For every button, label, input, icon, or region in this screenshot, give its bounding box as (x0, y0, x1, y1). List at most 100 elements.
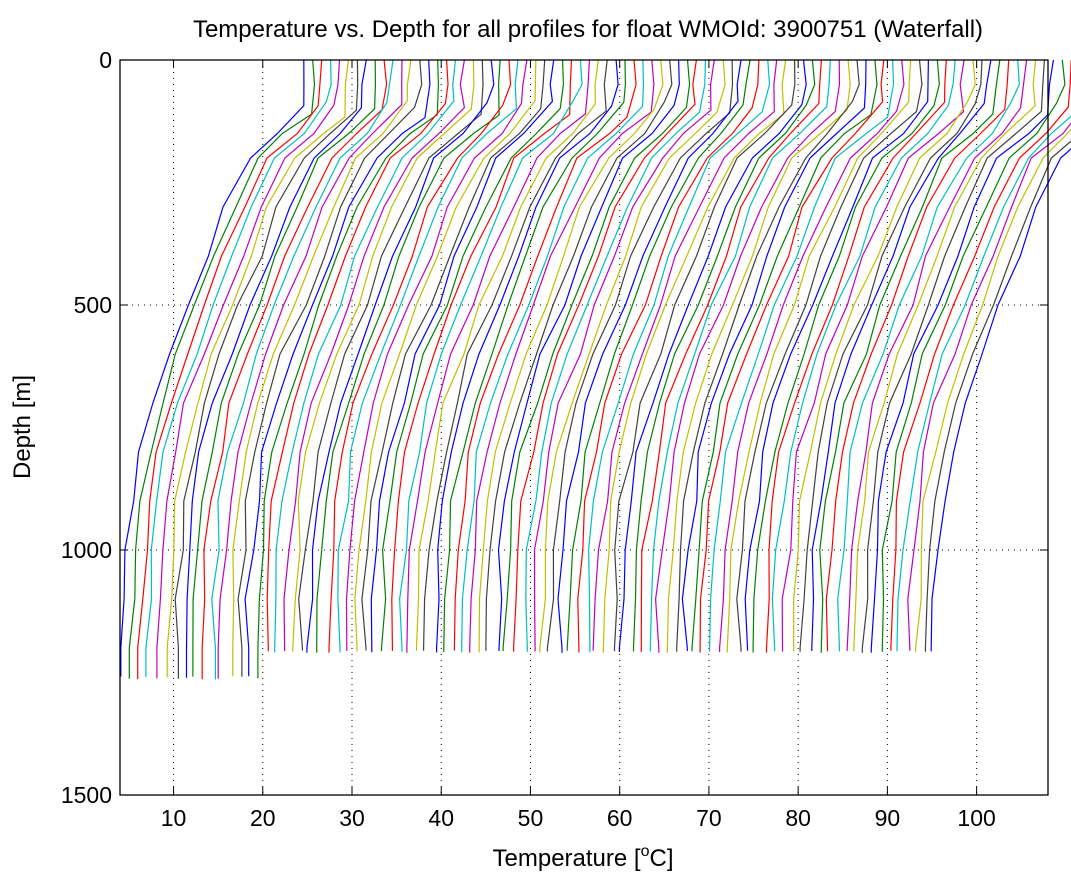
profile-line (145, 59, 332, 677)
plot-frame (119, 59, 1049, 796)
x-tick-label: 100 (957, 805, 995, 831)
profile-line (533, 59, 715, 652)
profile-line (166, 59, 349, 678)
profile-line (380, 59, 565, 652)
profile-line (443, 59, 627, 653)
profile-line (896, 115, 1071, 652)
profile-line (861, 59, 1045, 653)
profile-line (676, 59, 860, 652)
profile-line (513, 59, 697, 652)
profile-line (539, 59, 726, 653)
profile-line (292, 59, 475, 652)
profile-line (137, 59, 323, 680)
profile-line (120, 59, 305, 677)
profile-line (771, 59, 956, 652)
profile-line (266, 59, 449, 652)
grid-lines (120, 60, 1048, 795)
profile-line (436, 59, 619, 653)
profile-line (391, 59, 573, 651)
x-axis-label-prefix: Temperature [ (493, 845, 641, 872)
y-tick-label: 1000 (61, 537, 112, 563)
y-tick-label: 500 (74, 292, 112, 318)
profile-line (649, 59, 831, 652)
profile-line (846, 59, 1028, 651)
profile-line (924, 140, 1071, 652)
profile-line (793, 59, 976, 652)
profile-line (819, 59, 1001, 653)
profile-line (640, 59, 822, 652)
profile-line (566, 59, 751, 651)
profile-line (632, 59, 816, 652)
profile-line (306, 59, 495, 653)
x-tick-label: 90 (875, 805, 901, 831)
x-tick-label: 80 (785, 805, 811, 831)
profile-line (337, 59, 519, 653)
x-tick-label: 70 (696, 805, 722, 831)
profile-line (174, 59, 359, 679)
profile-line (298, 59, 484, 651)
profile-line (930, 148, 1071, 652)
profile-line (870, 59, 1054, 653)
profile-line (283, 59, 466, 651)
profile-line (765, 59, 947, 653)
profile-line (257, 59, 440, 679)
profile-line (192, 59, 377, 677)
profile-line (156, 59, 341, 679)
profile-line (752, 59, 940, 653)
x-tick-label: 50 (518, 805, 544, 831)
profile-line (613, 59, 796, 652)
profile-line (781, 59, 965, 652)
y-axis-label: Depth [m] (9, 375, 36, 479)
profile-line (316, 59, 501, 653)
profile-line (837, 59, 1020, 652)
profile-line (618, 59, 807, 652)
profile-line (415, 59, 599, 651)
profile-line (666, 59, 851, 653)
profile-line (485, 59, 673, 651)
profile-line (244, 59, 431, 677)
profile-line (398, 59, 583, 652)
profile-line (799, 59, 983, 652)
profile-line (890, 59, 1071, 651)
profile-line (128, 59, 316, 679)
profile-line (691, 59, 878, 652)
profile-line (654, 59, 841, 653)
profile-line (825, 59, 1010, 652)
profile-line (423, 59, 608, 651)
profile-line (354, 59, 537, 652)
profile-line (602, 59, 787, 653)
profile-line (811, 59, 992, 651)
profile-line (185, 59, 367, 678)
profile-line (853, 59, 1037, 652)
y-tick-label: 0 (99, 47, 112, 73)
profile-line (736, 59, 923, 652)
profile-line (345, 59, 528, 651)
profile-line (525, 59, 706, 652)
profile-line (592, 59, 778, 651)
profile-line (726, 59, 912, 653)
profile-line (744, 59, 929, 651)
profile-line (699, 59, 885, 653)
profile-line (469, 59, 655, 653)
profile-line (497, 59, 680, 651)
profile-line (461, 59, 645, 653)
chart-title: Temperature vs. Depth for all profiles f… (193, 16, 983, 43)
profile-line (709, 59, 895, 652)
x-tick-label: 20 (250, 805, 276, 831)
profile-line (915, 128, 1071, 652)
profile-line (577, 59, 760, 653)
x-tick-label: 60 (607, 805, 633, 831)
profile-line (211, 59, 394, 680)
profile-line (557, 59, 742, 653)
profile-line (907, 122, 1071, 651)
profile-line (328, 59, 512, 653)
profile-line (587, 59, 771, 653)
profile-line (217, 59, 403, 679)
profile-line (502, 59, 691, 651)
profile-line (370, 59, 555, 653)
profile-line (881, 59, 1066, 652)
y-tick-label: 1500 (61, 782, 112, 808)
profile-line (237, 59, 423, 677)
